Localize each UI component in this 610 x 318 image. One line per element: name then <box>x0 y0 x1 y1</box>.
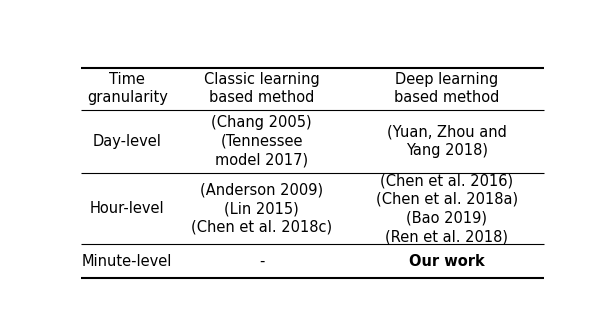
Text: Our work: Our work <box>409 254 485 269</box>
Text: Classic learning
based method: Classic learning based method <box>204 72 320 105</box>
Text: Minute-level: Minute-level <box>82 254 173 269</box>
Text: Deep learning
based method: Deep learning based method <box>394 72 500 105</box>
Text: (Yuan, Zhou and
Yang 2018): (Yuan, Zhou and Yang 2018) <box>387 124 507 158</box>
Text: Time
granularity: Time granularity <box>87 72 168 105</box>
Text: (Chang 2005)
(Tennessee
model 2017): (Chang 2005) (Tennessee model 2017) <box>211 115 312 167</box>
Text: Hour-level: Hour-level <box>90 201 165 216</box>
Text: Day-level: Day-level <box>93 134 162 149</box>
Text: (Chen et al. 2016)
(Chen et al. 2018a)
(Bao 2019)
(Ren et al. 2018): (Chen et al. 2016) (Chen et al. 2018a) (… <box>376 173 518 244</box>
Text: -: - <box>259 254 264 269</box>
Text: (Anderson 2009)
(Lin 2015)
(Chen et al. 2018c): (Anderson 2009) (Lin 2015) (Chen et al. … <box>191 183 332 235</box>
